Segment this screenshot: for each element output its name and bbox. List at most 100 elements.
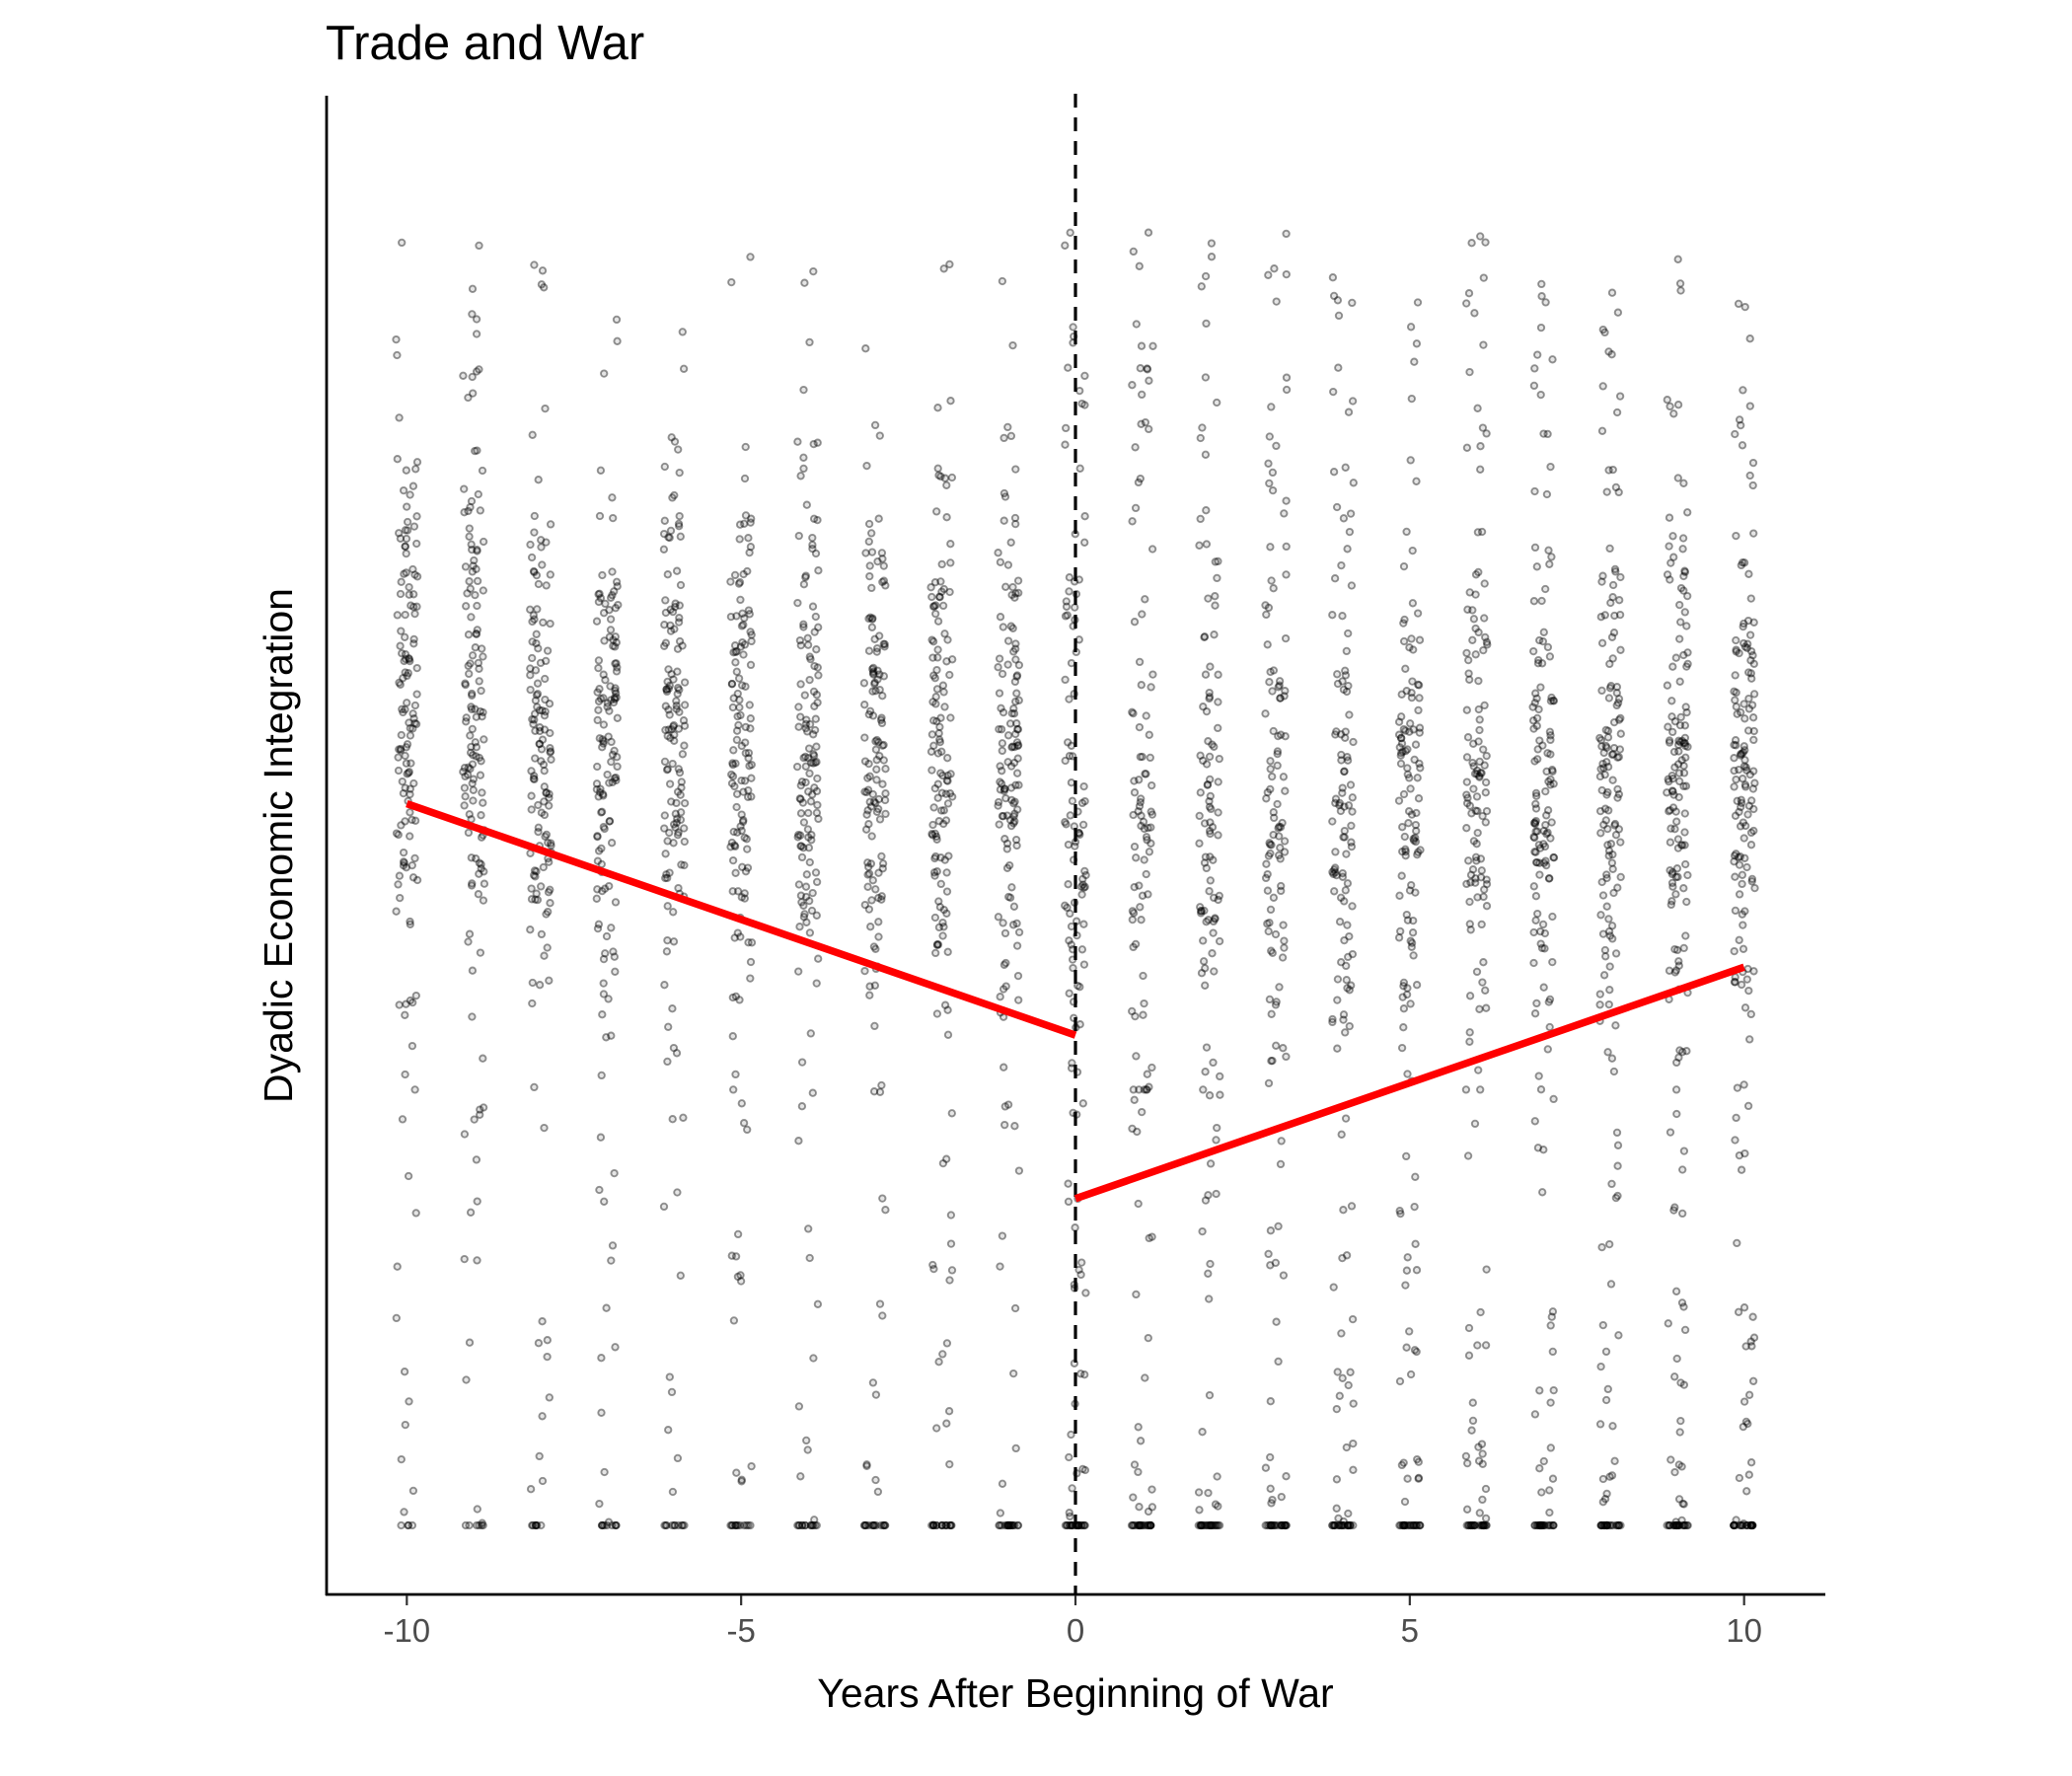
- scatter-point: [1334, 311, 1344, 321]
- scatter-point: [679, 364, 689, 373]
- scatter-point: [1340, 767, 1349, 776]
- scatter-point: [796, 780, 805, 790]
- scatter-point: [867, 583, 876, 593]
- scatter-point: [1404, 807, 1414, 816]
- scatter-point: [1141, 595, 1149, 604]
- scatter-point: [401, 751, 409, 761]
- scatter-point: [1347, 581, 1357, 590]
- scatter-point: [1139, 1010, 1147, 1019]
- scatter-point: [477, 686, 485, 696]
- scatter-point: [1736, 1520, 1744, 1530]
- scatter-point: [1532, 999, 1541, 1008]
- scatter-point: [471, 446, 480, 456]
- scatter-point: [1740, 907, 1749, 916]
- scatter-point: [531, 872, 540, 881]
- scatter-point: [945, 259, 954, 269]
- scatter-point: [1269, 726, 1278, 736]
- scatter-point: [1339, 1010, 1349, 1019]
- scatter-point: [733, 711, 742, 721]
- scatter-point: [403, 517, 412, 527]
- scatter-point: [545, 1393, 554, 1402]
- scatter-point: [1731, 671, 1739, 680]
- scatter-point: [599, 694, 608, 703]
- scatter-point: [547, 841, 555, 851]
- scatter-point: [1743, 639, 1752, 648]
- scatter-point: [1128, 1006, 1137, 1016]
- scatter-point: [1134, 1199, 1143, 1209]
- scatter-point: [405, 582, 413, 592]
- scatter-point: [735, 520, 745, 529]
- scatter-point: [1479, 1520, 1488, 1530]
- scatter-point: [1064, 840, 1073, 850]
- scatter-point: [537, 757, 546, 766]
- scatter-point: [1340, 802, 1349, 811]
- scatter-point: [1530, 818, 1539, 827]
- scatter-point: [743, 863, 753, 872]
- scatter-point: [872, 807, 882, 816]
- scatter-point: [465, 929, 475, 938]
- scatter-point: [936, 853, 945, 862]
- scatter-point: [1067, 778, 1076, 787]
- scatter-point: [811, 758, 820, 768]
- scatter-point: [1272, 1317, 1281, 1326]
- scatter-point: [680, 798, 690, 808]
- scatter-point: [1282, 1520, 1291, 1530]
- scatter-point: [1602, 743, 1611, 752]
- scatter-point: [1601, 952, 1610, 961]
- scatter-point: [934, 471, 943, 480]
- scatter-point: [1071, 1223, 1079, 1232]
- scatter-point: [731, 1070, 740, 1079]
- scatter-point: [1348, 902, 1357, 911]
- scatter-point: [1482, 806, 1492, 816]
- scatter-point: [1738, 441, 1747, 450]
- scatter-point: [1669, 409, 1678, 418]
- scatter-point: [801, 719, 810, 729]
- scatter-point: [600, 1197, 609, 1206]
- scatter-point: [794, 967, 803, 976]
- scatter-point: [994, 549, 1002, 557]
- scatter-point: [1128, 1520, 1138, 1530]
- scatter-point: [1530, 819, 1540, 829]
- scatter-point: [799, 818, 809, 827]
- scatter-point: [1665, 542, 1673, 551]
- scatter-point: [1548, 1520, 1558, 1530]
- scatter-point: [1598, 1320, 1607, 1330]
- scatter-point: [1147, 1520, 1155, 1530]
- scatter-point: [1265, 995, 1275, 1004]
- scatter-point: [592, 617, 602, 626]
- scatter-point: [879, 1520, 888, 1530]
- scatter-point: [1068, 796, 1077, 805]
- scatter-point: [597, 859, 606, 869]
- scatter-point: [1008, 1520, 1017, 1530]
- scatter-point: [877, 851, 886, 861]
- scatter-point: [537, 280, 547, 289]
- scatter-point: [1536, 323, 1546, 333]
- scatter-point: [1681, 753, 1690, 762]
- scatter-point: [881, 581, 890, 590]
- scatter-point: [1338, 1520, 1347, 1530]
- scatter-point: [1679, 586, 1688, 595]
- scatter-point: [1462, 753, 1472, 762]
- scatter-point: [467, 540, 476, 549]
- scatter-point: [666, 526, 676, 536]
- scatter-point: [1681, 931, 1690, 940]
- scatter-point: [874, 514, 883, 523]
- scatter-point: [1341, 1114, 1351, 1123]
- scatter-point: [401, 783, 409, 792]
- scatter-point: [403, 699, 411, 707]
- scatter-point: [945, 1520, 955, 1530]
- scatter-point: [677, 777, 686, 786]
- scatter-point: [880, 795, 890, 805]
- scatter-point: [1401, 726, 1410, 735]
- scatter-point: [611, 632, 620, 641]
- scatter-point: [1134, 807, 1143, 816]
- x-axis-ticks: -10 -5 0 5 10: [383, 1595, 1762, 1649]
- scatter-point: [1128, 907, 1138, 916]
- scatter-point: [1549, 1385, 1558, 1395]
- scatter-point: [465, 532, 474, 541]
- scatter-point: [1746, 1009, 1755, 1019]
- scatter-point: [1201, 373, 1211, 382]
- scatter-point: [1409, 645, 1418, 654]
- scatter-point: [1743, 810, 1752, 819]
- scatter-point: [1140, 999, 1148, 1008]
